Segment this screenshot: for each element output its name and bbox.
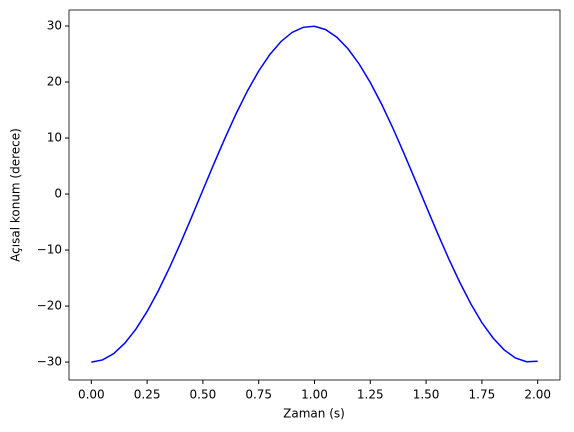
y-tick-label: 20 <box>47 75 62 89</box>
x-axis-label: Zaman (s) <box>283 407 345 421</box>
y-tick-label: −30 <box>37 355 62 369</box>
x-tick-label: 1.75 <box>469 388 496 402</box>
y-tick-label: −20 <box>37 299 62 313</box>
x-tick-label: 1.00 <box>301 388 328 402</box>
y-axis-label: Açısal konum (derece) <box>9 128 23 262</box>
x-tick-label: 2.00 <box>524 388 551 402</box>
plot-frame <box>68 9 561 381</box>
y-tick-label: −10 <box>37 243 62 257</box>
x-tick-label: 0.25 <box>134 388 161 402</box>
x-tick-label: 0.50 <box>190 388 217 402</box>
x-tick-label: 1.25 <box>357 388 384 402</box>
y-tick-label: 10 <box>47 131 62 145</box>
x-tick-label: 1.50 <box>413 388 440 402</box>
y-tick-label: 30 <box>47 19 62 33</box>
x-tick-label: 0.00 <box>78 388 105 402</box>
y-tick-label: 0 <box>54 187 62 201</box>
line <box>91 25 538 363</box>
x-tick-label: 0.75 <box>245 388 272 402</box>
